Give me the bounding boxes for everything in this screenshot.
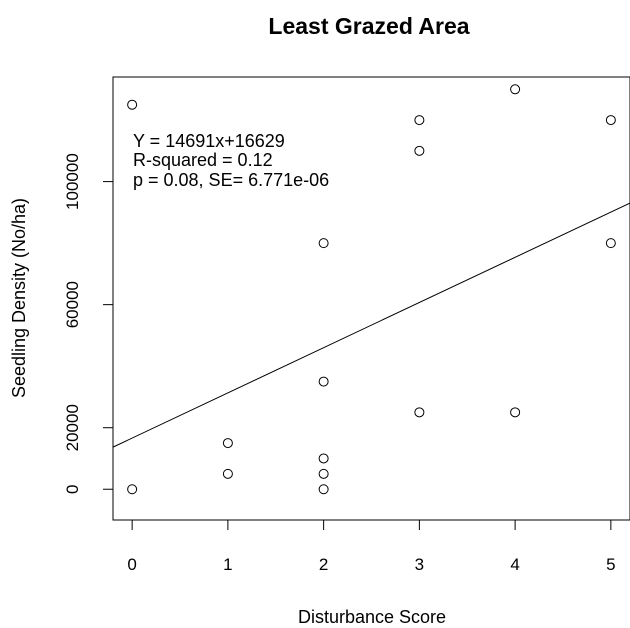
y-axis-label: Seedling Density (No/ha)	[9, 198, 29, 398]
data-point	[318, 484, 329, 495]
data-point	[605, 238, 616, 249]
data-point	[318, 238, 329, 249]
data-point	[318, 468, 329, 479]
x-tick-label: 3	[415, 555, 424, 574]
x-tick-label: 4	[510, 555, 519, 574]
annotation-line: p = 0.08, SE= 6.771e-06	[133, 170, 329, 190]
data-point	[318, 376, 329, 387]
data-point	[222, 468, 233, 479]
data-points	[127, 84, 616, 495]
data-point	[318, 453, 329, 464]
x-tick-label: 2	[319, 555, 328, 574]
y-tick-label: 100000	[63, 153, 82, 210]
data-point	[414, 145, 425, 156]
annotation-line: R-squared = 0.12	[133, 150, 273, 170]
data-point	[127, 99, 138, 110]
x-tick-label: 0	[127, 555, 136, 574]
x-tick-label: 1	[223, 555, 232, 574]
annotation-line: Y = 14691x+16629	[133, 131, 285, 151]
regression-line	[112, 202, 630, 448]
y-tick-label: 0	[63, 485, 82, 494]
data-point	[414, 115, 425, 126]
data-point	[510, 84, 521, 95]
x-tick-label: 5	[606, 555, 615, 574]
y-tick-label: 20000	[63, 404, 82, 451]
data-point	[222, 438, 233, 449]
regression-line-group	[112, 202, 630, 448]
y-axis: 0 20000 60000 100000	[63, 153, 114, 494]
data-point	[605, 115, 616, 126]
data-point	[510, 407, 521, 418]
data-point	[414, 407, 425, 418]
x-axis-label: Disturbance Score	[298, 607, 446, 627]
y-tick-label: 60000	[63, 281, 82, 328]
data-point	[127, 484, 138, 495]
regression-annotations: Y = 14691x+16629 R-squared = 0.12p = 0.0…	[133, 131, 329, 190]
chart-title: Least Grazed Area	[268, 13, 469, 39]
x-axis: 0 1 2 3 4 5	[127, 519, 616, 574]
